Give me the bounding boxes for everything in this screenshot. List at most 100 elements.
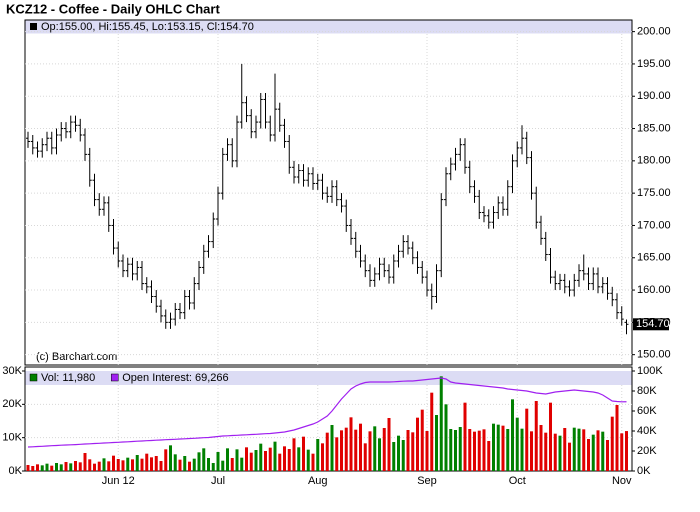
volume-bar	[330, 425, 334, 471]
volume-bar	[273, 441, 277, 471]
y2-tick-label: 0K	[637, 465, 651, 477]
y-tick-label: 10K	[2, 432, 22, 444]
volume-bar	[601, 431, 605, 471]
volume-bar	[625, 431, 628, 471]
volume-bar	[154, 456, 158, 471]
x-tick-label: Oct	[509, 475, 526, 487]
volume-bar	[387, 418, 391, 471]
price-panel	[24, 19, 633, 366]
volume-bar	[610, 416, 614, 471]
last-price-box	[633, 318, 669, 331]
volume-header	[25, 371, 632, 385]
x-tick-label: Aug	[308, 475, 328, 487]
legend-label: Vol: 11,980	[41, 372, 95, 384]
volume-bar	[107, 461, 111, 471]
volume-bar	[287, 449, 291, 471]
y-tick-label: 165.00	[637, 252, 671, 264]
volume-bar	[354, 429, 358, 471]
volume-bar	[188, 461, 191, 471]
volume-bar	[31, 466, 35, 471]
y-tick-label: 150.00	[637, 349, 671, 361]
volume-bar	[45, 463, 49, 471]
y-tick-label: 190.00	[637, 90, 671, 102]
volume-bar	[26, 465, 30, 471]
volume-bar	[430, 392, 434, 471]
volume-bar	[197, 452, 201, 471]
y2-tick-label: 20K	[637, 445, 657, 457]
volume-bar	[501, 425, 505, 471]
volume-bar	[83, 453, 87, 471]
volume-bar	[245, 447, 248, 471]
volume-bar	[169, 445, 172, 471]
volume-bar	[411, 432, 415, 471]
volume-bar	[78, 462, 82, 471]
volume-bar	[406, 430, 410, 471]
volume-bar	[340, 430, 343, 471]
volume-bar	[55, 463, 58, 471]
y2-tick-label: 40K	[637, 425, 657, 437]
volume-bar	[368, 431, 372, 471]
volume-bar	[164, 449, 168, 471]
volume-bar	[121, 460, 125, 471]
x-tick-label: Nov	[612, 475, 632, 487]
volume-bar	[259, 443, 263, 471]
volume-bar	[525, 408, 529, 471]
volume-bar	[192, 458, 196, 471]
volume-bar	[69, 463, 73, 471]
legend-swatch	[110, 373, 119, 382]
volume-bar	[544, 432, 548, 471]
volume-bar	[207, 458, 210, 471]
volume-bar	[316, 439, 320, 471]
volume-bar	[349, 417, 353, 471]
volume-bar	[468, 429, 472, 471]
volume-bar	[506, 429, 510, 471]
ohlc-header: Op:155.00, Hi:155.45, Lo:153.15, Cl:154.…	[41, 21, 254, 33]
volume-bar	[321, 443, 324, 471]
volume-bar	[126, 457, 130, 471]
volume-bar	[435, 415, 438, 471]
y-tick-label: 180.00	[637, 155, 671, 167]
volume-bar	[297, 447, 301, 471]
volume-bar	[420, 409, 424, 471]
volume-bar	[615, 405, 619, 471]
volume-bar	[520, 428, 524, 471]
volume-bar	[221, 460, 225, 471]
volume-bar	[183, 456, 187, 471]
volume-bar	[591, 434, 595, 471]
volume-bar	[159, 461, 163, 471]
volume-bar	[93, 463, 96, 471]
y-tick-label: 20K	[2, 398, 22, 410]
volume-bar	[40, 465, 44, 471]
volume-bar	[249, 452, 253, 471]
x-tick-label: Jul	[211, 475, 225, 487]
volume-bar	[202, 448, 206, 471]
y-tick-label: 170.00	[637, 219, 671, 231]
legend-label: Open Interest: 69,266	[122, 372, 228, 384]
volume-bar	[530, 431, 533, 471]
volume-bar	[620, 433, 624, 471]
volume-bar	[254, 450, 258, 471]
volume-bar	[112, 455, 115, 471]
legend-swatch	[29, 373, 38, 382]
volume-bar	[449, 429, 453, 471]
volume-bar	[306, 449, 310, 471]
volume-bar	[59, 464, 63, 471]
volume-bar	[458, 427, 462, 471]
last-price-label: 154.70	[636, 318, 670, 330]
volume-bar	[558, 435, 562, 471]
volume-bar	[88, 459, 92, 471]
volume-bar	[582, 429, 586, 471]
volume-bar	[131, 459, 134, 471]
y2-tick-label: 100K	[637, 365, 663, 377]
volume-bar	[496, 424, 500, 471]
volume-bar	[511, 399, 514, 471]
open-interest-line	[27, 377, 627, 448]
y2-tick-label: 60K	[637, 405, 657, 417]
price-header	[25, 20, 632, 34]
volume-bar	[235, 449, 239, 471]
volume-bar	[97, 461, 101, 471]
volume-bar	[283, 446, 286, 471]
volume-bar	[482, 429, 486, 471]
volume-bar	[264, 451, 267, 471]
